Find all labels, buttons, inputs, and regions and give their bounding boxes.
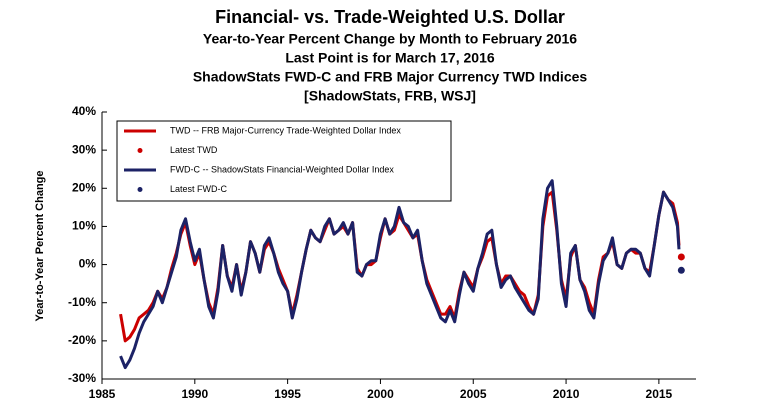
chart-title: Financial- vs. Trade-Weighted U.S. Dolla… [215, 7, 565, 27]
chart-subtitle: Last Point is for March 17, 2016 [285, 50, 495, 66]
latest-point [677, 253, 685, 261]
x-tick-label: 1990 [181, 387, 208, 401]
legend-label: TWD -- FRB Major-Currency Trade-Weighted… [170, 125, 401, 135]
x-tick-label: 1995 [274, 387, 301, 401]
y-tick-label: -30% [68, 371, 96, 385]
latest-point [677, 266, 685, 274]
legend-dot [137, 187, 143, 192]
legend-label: FWD-C -- ShadowStats Financial-Weighted … [170, 164, 394, 174]
x-tick-label: 2015 [646, 387, 673, 401]
legend-label: Latest TWD [170, 145, 218, 155]
x-tick-label: 2010 [553, 387, 580, 401]
x-tick-label: 2000 [367, 387, 394, 401]
chart-subtitle: Year-to-Year Percent Change by Month to … [203, 31, 577, 47]
y-tick-label: 30% [72, 142, 96, 156]
series-line [119, 179, 681, 370]
y-tick-label: 40% [72, 104, 96, 118]
x-tick-label: 2005 [460, 387, 487, 401]
y-tick-label: 10% [72, 219, 96, 233]
legend-box [116, 120, 452, 202]
chart-subtitle: [ShadowStats, FRB, WSJ] [304, 88, 476, 104]
x-tick-label: 1985 [89, 387, 116, 401]
y-tick-label: 20% [72, 180, 96, 194]
y-axis-label: Year-to-Year Percent Change [34, 170, 46, 321]
legend-dot [137, 148, 143, 153]
legend-label: Latest FWD-C [170, 184, 228, 194]
y-tick-label: -10% [68, 295, 96, 309]
y-tick-label: 0% [79, 257, 97, 271]
y-tick-label: -20% [68, 333, 96, 347]
chart-subtitle: ShadowStats FWD-C and FRB Major Currency… [193, 69, 588, 85]
